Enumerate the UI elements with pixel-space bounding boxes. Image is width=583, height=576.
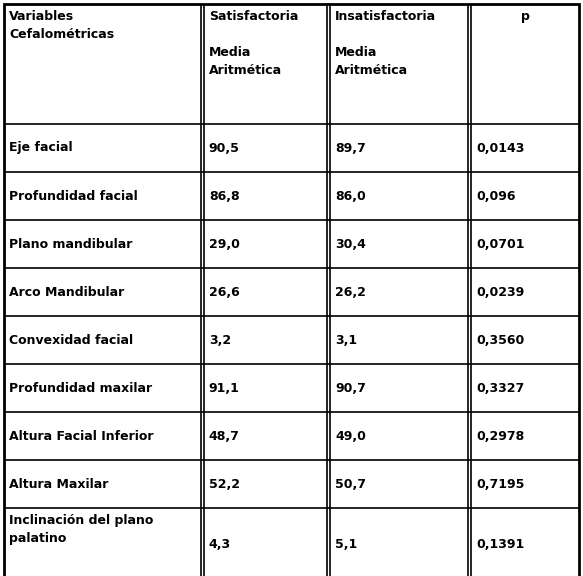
Text: 26,6: 26,6	[209, 286, 240, 298]
Text: 90,7: 90,7	[335, 381, 366, 395]
Text: Inclinación del plano
palatino: Inclinación del plano palatino	[9, 514, 153, 545]
Text: Variables
Cefalométricas: Variables Cefalométricas	[9, 10, 114, 41]
Text: Profundidad maxilar: Profundidad maxilar	[9, 381, 152, 395]
Text: Arco Mandibular: Arco Mandibular	[9, 286, 124, 298]
Text: Eje facial: Eje facial	[9, 142, 73, 154]
Text: 86,8: 86,8	[209, 190, 240, 203]
Text: 0,1391: 0,1391	[476, 537, 525, 551]
Text: Convexidad facial: Convexidad facial	[9, 334, 133, 347]
Text: 30,4: 30,4	[335, 237, 366, 251]
Text: 0,0143: 0,0143	[476, 142, 525, 154]
Text: Altura Maxilar: Altura Maxilar	[9, 478, 108, 491]
Text: 0,2978: 0,2978	[476, 430, 525, 442]
Text: 0,096: 0,096	[476, 190, 516, 203]
Text: 48,7: 48,7	[209, 430, 240, 442]
Text: 3,1: 3,1	[335, 334, 357, 347]
Text: 0,0701: 0,0701	[476, 237, 525, 251]
Text: 5,1: 5,1	[335, 537, 357, 551]
Text: Plano mandibular: Plano mandibular	[9, 237, 132, 251]
Text: 3,2: 3,2	[209, 334, 231, 347]
Text: 90,5: 90,5	[209, 142, 240, 154]
Text: p: p	[521, 10, 529, 23]
Text: 50,7: 50,7	[335, 478, 366, 491]
Text: 49,0: 49,0	[335, 430, 366, 442]
Text: 52,2: 52,2	[209, 478, 240, 491]
Text: 0,7195: 0,7195	[476, 478, 525, 491]
Text: 0,0239: 0,0239	[476, 286, 525, 298]
Text: 0,3560: 0,3560	[476, 334, 525, 347]
Text: 29,0: 29,0	[209, 237, 240, 251]
Text: 86,0: 86,0	[335, 190, 366, 203]
Text: Altura Facial Inferior: Altura Facial Inferior	[9, 430, 153, 442]
Text: Satisfactoria

Media
Aritmética: Satisfactoria Media Aritmética	[209, 10, 298, 77]
Text: Profundidad facial: Profundidad facial	[9, 190, 138, 203]
Text: 91,1: 91,1	[209, 381, 240, 395]
Text: 0,3327: 0,3327	[476, 381, 525, 395]
Text: Insatisfactoria

Media
Aritmética: Insatisfactoria Media Aritmética	[335, 10, 437, 77]
Text: 4,3: 4,3	[209, 537, 231, 551]
Text: 89,7: 89,7	[335, 142, 366, 154]
Text: 26,2: 26,2	[335, 286, 366, 298]
